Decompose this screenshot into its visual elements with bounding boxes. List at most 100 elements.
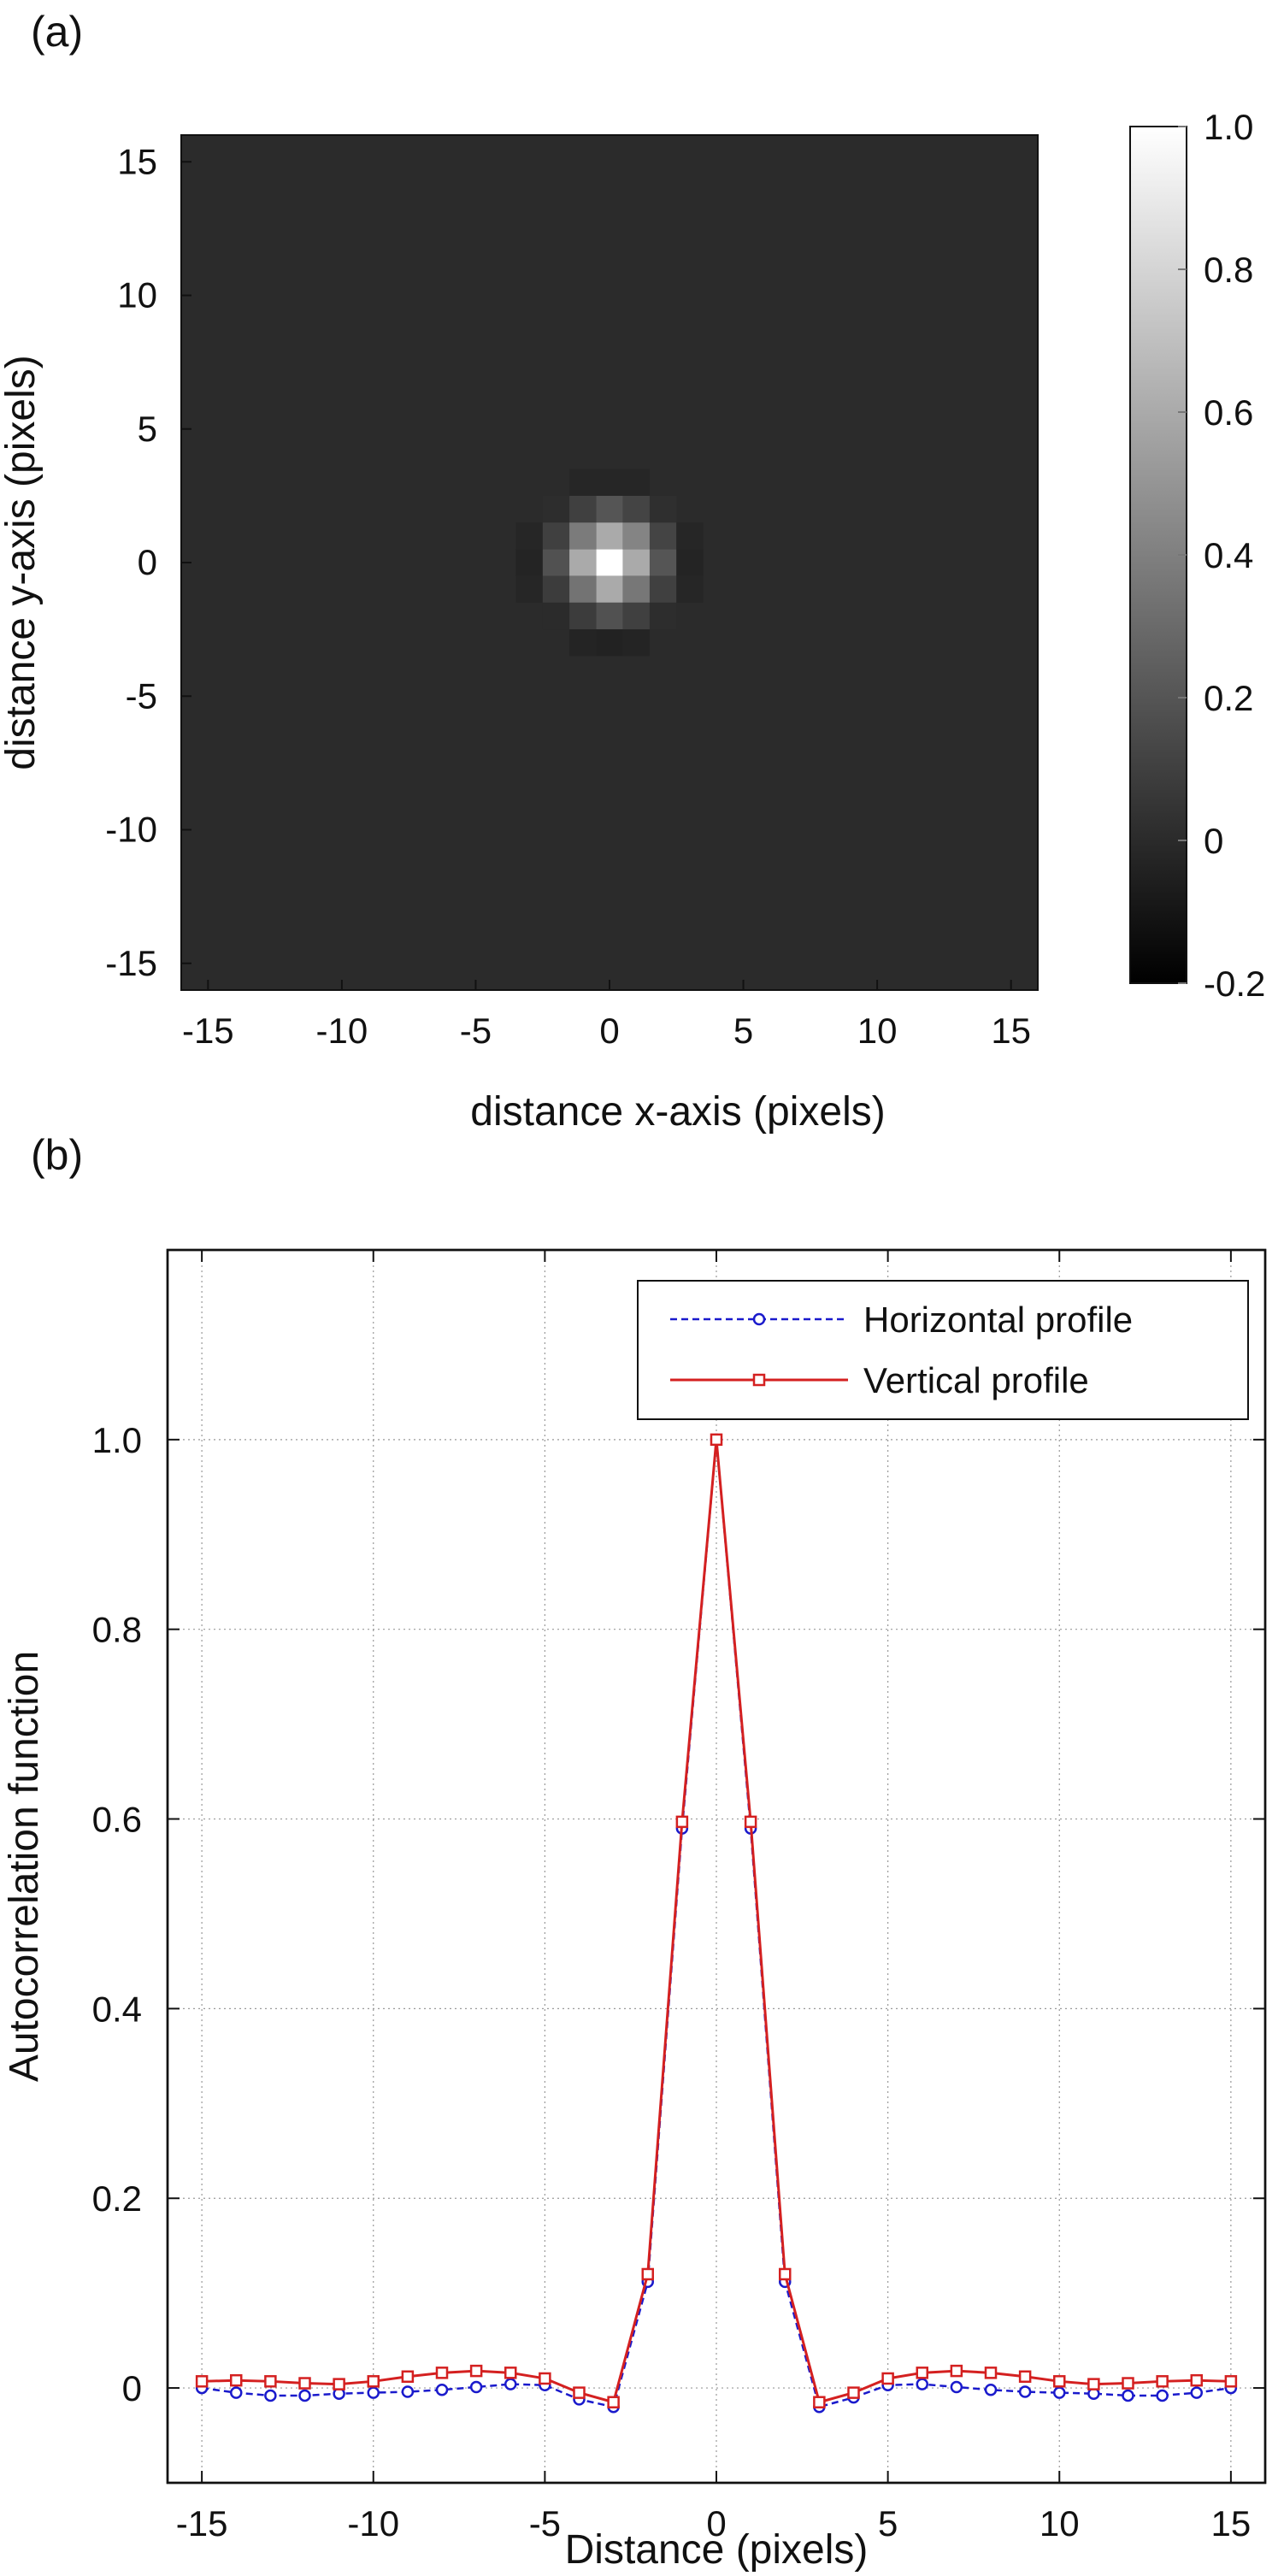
data-point-vertical xyxy=(333,2378,345,2390)
heatmap-x-tick-label: 5 xyxy=(733,1011,753,1051)
colorbar-tick-label: 0.2 xyxy=(1204,678,1253,718)
heatmap-cell xyxy=(622,549,650,576)
data-point-horizontal xyxy=(401,2385,415,2398)
line-grid xyxy=(168,1250,1265,2483)
heatmap-cell xyxy=(515,575,543,603)
colorbar: -0.2 0 0.2 0.4 0.6 0.8 1.0 xyxy=(1129,107,1265,1004)
heatmap-cell xyxy=(515,522,543,550)
heatmap-cell xyxy=(676,522,704,550)
legend-box xyxy=(637,1280,1249,1420)
heatmap-cell xyxy=(569,575,597,603)
data-point-vertical xyxy=(195,2375,209,2388)
line-y-tick-label: 0 xyxy=(122,2368,142,2408)
line-x-tick-label: 15 xyxy=(1211,2503,1252,2544)
legend-vertical-marker xyxy=(752,1373,766,1387)
heatmap-y-axis-label: distance y-axis (pixels) xyxy=(0,355,44,769)
heatmap-cell xyxy=(542,522,570,550)
line-plot-frame xyxy=(166,1248,1267,2485)
data-point-horizontal xyxy=(1190,2386,1203,2399)
line-x-tick-label: -5 xyxy=(529,2503,561,2544)
heatmap-cell xyxy=(596,549,623,576)
colorbar-tick-label: 0 xyxy=(1204,821,1223,861)
heatmap-cell xyxy=(596,469,623,496)
data-point-vertical xyxy=(1190,2373,1203,2387)
line-chart: -15 -10 -5 0 5 10 15 0 0.2 0.4 0.6 0.8 1.0 Distance … xyxy=(2,1248,1267,2573)
data-point-horizontal xyxy=(264,2389,277,2402)
heatmap-cell xyxy=(569,469,597,496)
data-point-vertical xyxy=(1053,2375,1066,2388)
data-point-vertical xyxy=(367,2375,380,2388)
data-point-vertical xyxy=(813,2396,826,2408)
heatmap-y-tick-label: -15 xyxy=(105,943,157,983)
legend: Horizontal profile Vertical profile xyxy=(637,1280,1249,1420)
line-y-tick-label: 0.2 xyxy=(92,2178,142,2219)
colorbar-tick-label: -0.2 xyxy=(1204,964,1265,1004)
line-axes: -15 -10 -5 0 5 10 15 0 0.2 0.4 0.6 0.8 1.0 xyxy=(92,1250,1265,2544)
heatmap-cell xyxy=(569,549,597,576)
data-point-horizontal xyxy=(1018,2385,1032,2398)
legend-vertical-label: Vertical profile xyxy=(863,1360,1089,1400)
data-point-horizontal xyxy=(1122,2389,1134,2402)
data-point-horizontal xyxy=(504,2378,517,2390)
line-y-tick-label: 0.4 xyxy=(92,1989,142,2029)
data-point-vertical xyxy=(401,2370,415,2384)
heatmap-cell xyxy=(569,602,597,630)
data-point-vertical xyxy=(675,1815,689,1829)
heatmap-cell xyxy=(569,522,597,550)
data-point-vertical xyxy=(435,2367,449,2379)
data-point-vertical xyxy=(230,2373,243,2387)
heatmap-cell xyxy=(649,522,677,550)
data-point-horizontal xyxy=(950,2380,963,2394)
heatmap-y-tick-label: 0 xyxy=(138,542,157,582)
data-point-vertical xyxy=(573,2386,586,2399)
heatmap-cell xyxy=(569,495,597,523)
colorbar-ticks: -0.2 0 0.2 0.4 0.6 0.8 1.0 xyxy=(1178,107,1265,1004)
line-x-tick-label: 5 xyxy=(878,2503,898,2544)
heatmap-x-tick-label: 15 xyxy=(991,1011,1031,1051)
heatmap-cell xyxy=(649,602,677,630)
heatmap-y-tick-label: -5 xyxy=(126,675,157,716)
heatmap-y-tick-label: 15 xyxy=(117,141,157,181)
heatmap-cell xyxy=(596,575,623,603)
heatmap-cell xyxy=(596,602,623,630)
heatmap-cell xyxy=(542,549,570,576)
line-y-tick-label: 1.0 xyxy=(92,1420,142,1460)
heatmap-chart: -15 -10 -5 0 5 10 15 -15 -10 -5 0 5 10 15 distance x-… xyxy=(0,134,1039,1135)
data-point-vertical xyxy=(847,2386,860,2399)
heatmap-cell xyxy=(622,629,650,657)
heatmap-y-tick-label: 5 xyxy=(138,409,157,449)
heatmap-axes: -15 -10 -5 0 5 10 15 -15 -10 -5 0 5 10 15 xyxy=(105,141,1031,1051)
heatmap-cell xyxy=(622,602,650,630)
line-x-tick-label: -10 xyxy=(347,2503,399,2544)
data-point-horizontal xyxy=(230,2386,243,2399)
heatmap-cell xyxy=(542,575,570,603)
line-x-tick-label: 10 xyxy=(1040,2503,1080,2544)
data-point-horizontal xyxy=(984,2384,998,2396)
heatmap-cells xyxy=(515,469,704,657)
heatmap-x-tick-label: -5 xyxy=(460,1011,492,1051)
heatmap-x-tick-label: -15 xyxy=(182,1011,234,1051)
data-point-horizontal xyxy=(435,2384,449,2396)
data-point-vertical xyxy=(298,2377,311,2390)
heatmap-cell xyxy=(622,575,650,603)
heatmap-cell xyxy=(649,575,677,603)
heatmap-cell xyxy=(542,602,570,630)
heatmap-cell xyxy=(596,629,623,657)
data-point-horizontal xyxy=(469,2380,483,2394)
data-point-vertical xyxy=(984,2367,998,2379)
heatmap-x-tick-label: -10 xyxy=(316,1011,368,1051)
heatmap-cell xyxy=(676,575,704,603)
data-point-horizontal xyxy=(1156,2389,1169,2402)
data-point-horizontal xyxy=(298,2389,311,2402)
colorbar-tick-label: 0.4 xyxy=(1204,535,1253,575)
colorbar-gradient xyxy=(1129,126,1187,984)
data-point-vertical xyxy=(779,2267,792,2281)
heatmap-x-tick-label: 10 xyxy=(857,1011,898,1051)
data-point-vertical xyxy=(1224,2375,1238,2388)
data-point-horizontal xyxy=(1053,2386,1066,2399)
data-point-vertical xyxy=(1087,2378,1100,2390)
heatmap-x-tick-label: 0 xyxy=(599,1011,619,1051)
data-point-vertical xyxy=(1156,2375,1169,2388)
data-point-vertical xyxy=(1018,2370,1032,2384)
panel-b-label: (b) xyxy=(31,1131,84,1179)
